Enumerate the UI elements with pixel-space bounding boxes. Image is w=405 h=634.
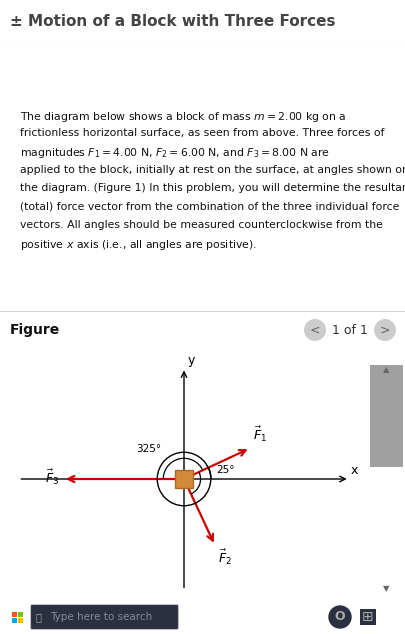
Text: ▲: ▲ xyxy=(383,365,390,374)
FancyBboxPatch shape xyxy=(31,605,178,629)
Text: ± Motion of a Block with Three Forces: ± Motion of a Block with Three Forces xyxy=(10,15,335,30)
Text: the diagram. (Figure 1) In this problem, you will determine the resultant: the diagram. (Figure 1) In this problem,… xyxy=(19,183,405,193)
Text: frictionless horizontal surface, as seen from above. Three forces of: frictionless horizontal surface, as seen… xyxy=(19,128,384,138)
Bar xyxy=(18,618,23,623)
Bar xyxy=(360,609,376,625)
Bar xyxy=(12,612,17,617)
Circle shape xyxy=(329,606,351,628)
Text: positive $x$ axis (i.e., all angles are positive).: positive $x$ axis (i.e., all angles are … xyxy=(19,238,256,252)
Text: The diagram below shows a block of mass $m = 2.00$ kg on a: The diagram below shows a block of mass … xyxy=(19,110,346,124)
Circle shape xyxy=(374,319,396,341)
Circle shape xyxy=(304,319,326,341)
Text: magnitudes $F_1 = 4.00$ N, $F_2 = 6.00$ N, and $F_3 = 8.00$ N are: magnitudes $F_1 = 4.00$ N, $F_2 = 6.00$ … xyxy=(19,146,330,160)
Text: >: > xyxy=(380,323,390,337)
Text: applied to the block, initially at rest on the surface, at angles shown on: applied to the block, initially at rest … xyxy=(19,165,405,175)
Text: y: y xyxy=(187,354,194,367)
Text: ⊞: ⊞ xyxy=(362,610,374,624)
Text: vectors. All angles should be measured counterclockwise from the: vectors. All angles should be measured c… xyxy=(19,220,382,230)
Text: 25°: 25° xyxy=(216,465,234,475)
Text: x: x xyxy=(351,464,358,477)
Text: 325°: 325° xyxy=(136,444,162,453)
Text: O: O xyxy=(335,611,345,623)
Text: (total) force vector from the combination of the three individual force: (total) force vector from the combinatio… xyxy=(19,202,399,212)
Text: 1 of 1: 1 of 1 xyxy=(332,323,368,337)
Text: Type here to search: Type here to search xyxy=(50,612,152,622)
Text: $\vec{F}_2$: $\vec{F}_2$ xyxy=(218,548,232,567)
Text: 🔍: 🔍 xyxy=(36,612,42,622)
Bar xyxy=(175,470,193,488)
Text: Figure: Figure xyxy=(10,323,60,337)
Text: $\vec{F}_3$: $\vec{F}_3$ xyxy=(45,468,59,488)
Text: $\vec{F}_1$: $\vec{F}_1$ xyxy=(253,425,267,444)
Bar xyxy=(12,618,17,623)
Text: <: < xyxy=(310,323,320,337)
Bar xyxy=(370,365,403,467)
Bar xyxy=(18,612,23,617)
Text: ▼: ▼ xyxy=(383,584,390,593)
